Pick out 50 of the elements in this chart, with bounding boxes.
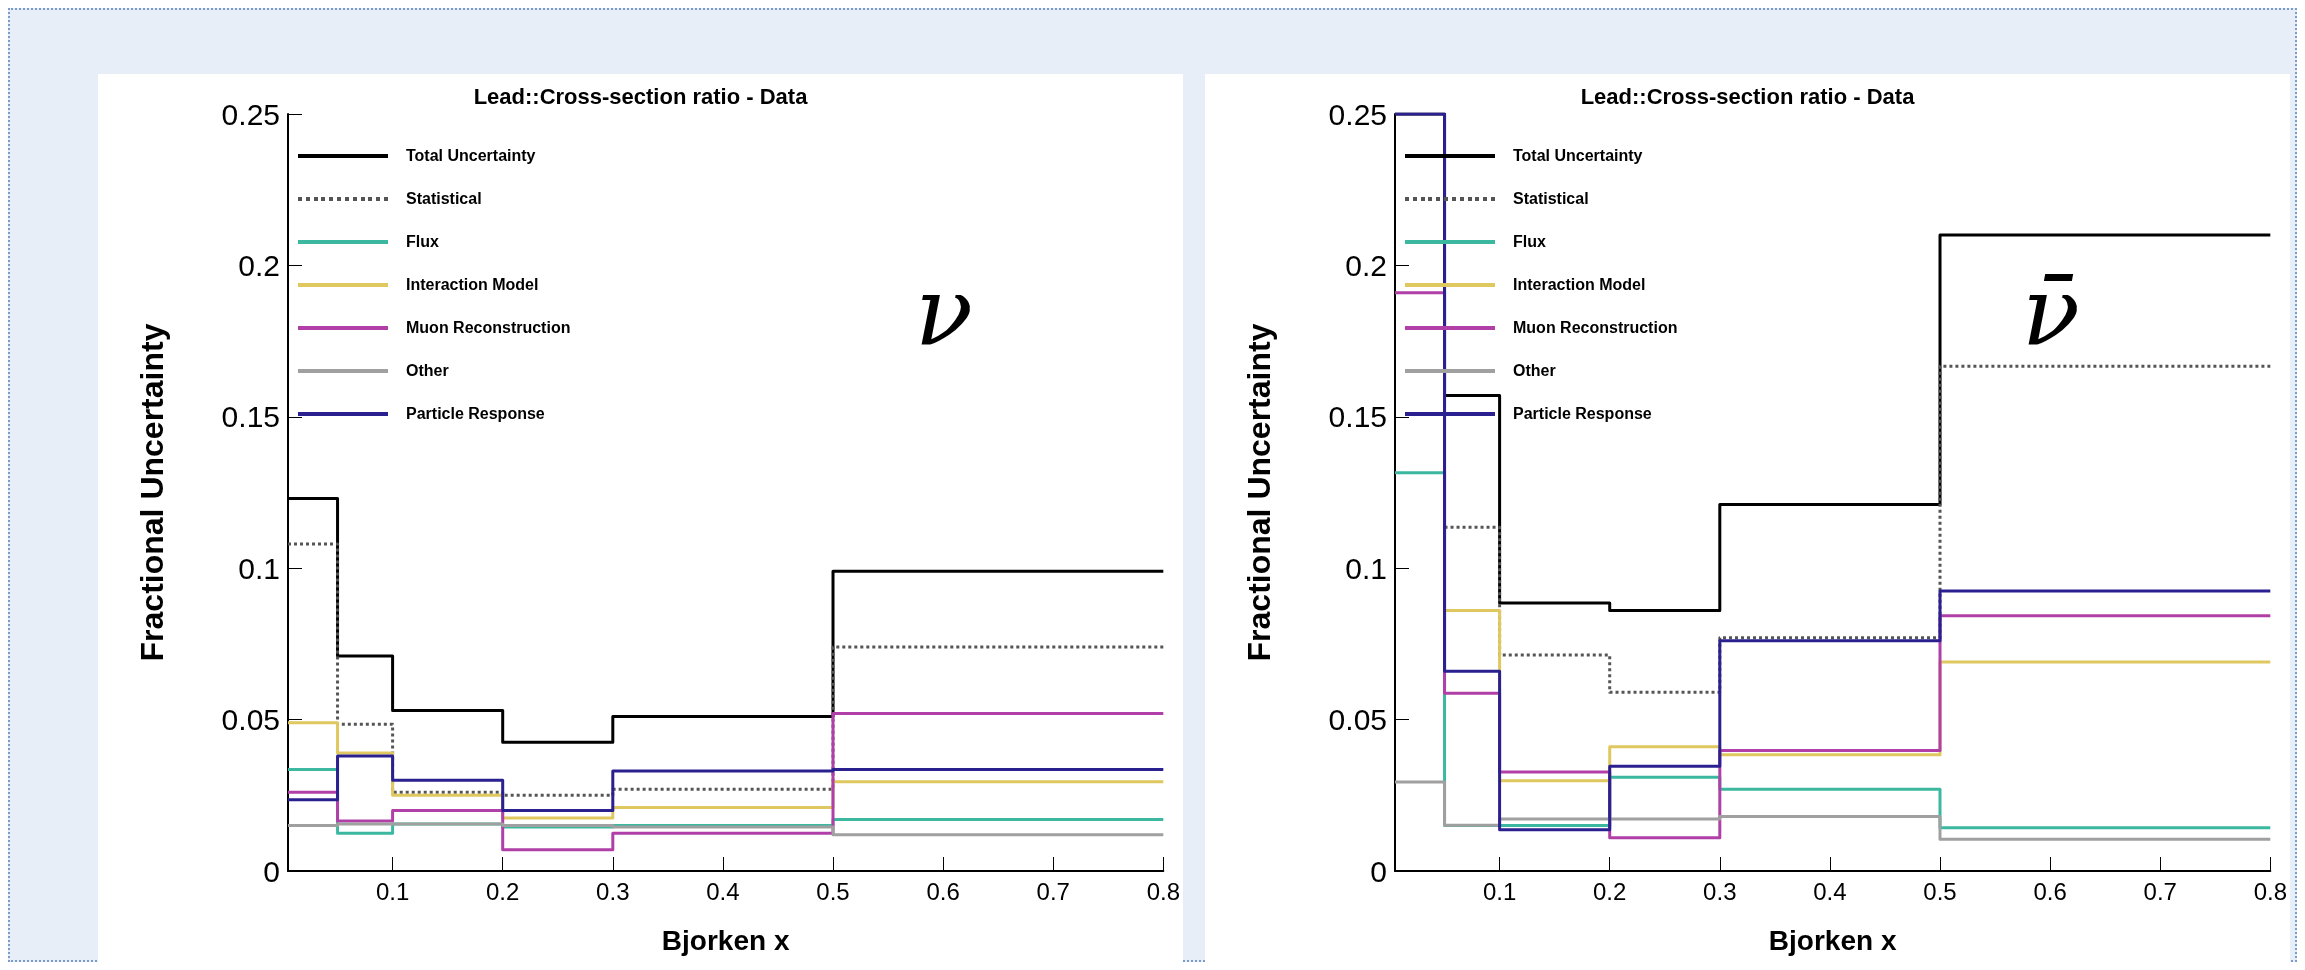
y-tick-label: 0.15 bbox=[1328, 400, 1387, 434]
x-tick-label: 0.8 bbox=[1146, 877, 1181, 905]
legend-label: Other bbox=[406, 361, 449, 380]
y-tick-label: 0 bbox=[263, 854, 280, 888]
legend-label: Flux bbox=[1513, 232, 1546, 251]
legend-label: Interaction Model bbox=[1513, 275, 1646, 294]
y-tick-label: 0.05 bbox=[221, 703, 280, 737]
legend-label: Total Uncertainty bbox=[1513, 146, 1643, 165]
x-axis-title: Bjorken x bbox=[661, 924, 790, 956]
x-tick-label: 0.5 bbox=[1923, 877, 1957, 905]
y-tick-label: 0.1 bbox=[1345, 551, 1387, 585]
x-tick-label: 0.2 bbox=[1593, 877, 1627, 905]
x-tick-label: 0.7 bbox=[1036, 877, 1070, 905]
legend-label: Statistical bbox=[1513, 189, 1589, 208]
legend-label: Total Uncertainty bbox=[406, 146, 536, 165]
x-tick-label: 0.3 bbox=[1703, 877, 1737, 905]
legend-label: Muon Reconstruction bbox=[1513, 318, 1678, 337]
annotation: ν bbox=[914, 256, 973, 368]
y-tick-label: 0.05 bbox=[1328, 703, 1387, 737]
y-axis-title: Fractional Uncertainty bbox=[134, 323, 170, 662]
y-tick-label: 0.2 bbox=[238, 248, 280, 282]
x-tick-label: 0.3 bbox=[596, 877, 630, 905]
y-tick-label: 0.25 bbox=[221, 97, 280, 131]
y-tick-label: 0.25 bbox=[1328, 97, 1387, 131]
x-tick-label: 0.2 bbox=[486, 877, 520, 905]
legend-label: Muon Reconstruction bbox=[406, 318, 571, 337]
x-tick-label: 0.6 bbox=[926, 877, 960, 905]
legend-label: Interaction Model bbox=[406, 275, 539, 294]
x-tick-label: 0.1 bbox=[1482, 877, 1517, 905]
y-tick-label: 0.2 bbox=[1345, 248, 1387, 282]
legend-label: Particle Response bbox=[406, 404, 545, 423]
x-tick-label: 0.4 bbox=[706, 877, 740, 905]
x-tick-label: 0.8 bbox=[2253, 877, 2288, 905]
x-tick-label: 0.4 bbox=[1813, 877, 1847, 905]
x-tick-label: 0.7 bbox=[2143, 877, 2177, 905]
annotation: ν̄ bbox=[2021, 256, 2080, 368]
legend-label: Statistical bbox=[406, 189, 482, 208]
x-tick-label: 0.1 bbox=[375, 877, 410, 905]
legend-label: Particle Response bbox=[1513, 404, 1652, 423]
y-tick-label: 0 bbox=[1370, 854, 1387, 888]
x-axis-title: Bjorken x bbox=[1768, 924, 1897, 956]
x-tick-label: 0.6 bbox=[2033, 877, 2067, 905]
chart-title: Lead::Cross-section ratio - Data bbox=[473, 83, 809, 109]
chart-title: Lead::Cross-section ratio - Data bbox=[1580, 83, 1916, 109]
y-tick-label: 0.15 bbox=[221, 400, 280, 434]
legend-label: Flux bbox=[406, 232, 439, 251]
x-tick-label: 0.5 bbox=[816, 877, 850, 905]
y-axis-title: Fractional Uncertainty bbox=[1241, 323, 1277, 662]
y-tick-label: 0.1 bbox=[238, 551, 280, 585]
legend-label: Other bbox=[1513, 361, 1556, 380]
